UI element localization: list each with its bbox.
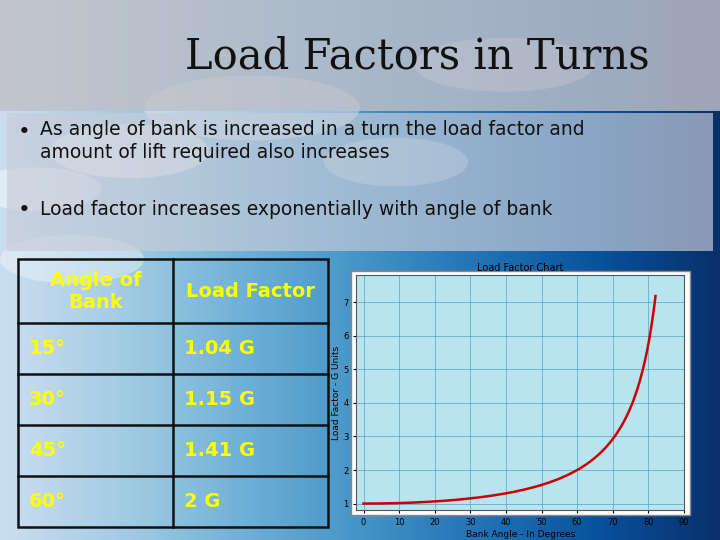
Ellipse shape bbox=[0, 167, 101, 211]
Text: 60°: 60° bbox=[29, 491, 66, 510]
Text: 1.15 G: 1.15 G bbox=[184, 390, 255, 409]
Title: Load Factor Chart: Load Factor Chart bbox=[477, 263, 563, 273]
Ellipse shape bbox=[414, 38, 594, 92]
Text: Angle of
Bank: Angle of Bank bbox=[50, 271, 141, 312]
Text: Load Factor: Load Factor bbox=[186, 281, 315, 301]
Ellipse shape bbox=[324, 138, 468, 186]
X-axis label: Bank Angle - In Degrees: Bank Angle - In Degrees bbox=[466, 530, 575, 539]
Text: 1.41 G: 1.41 G bbox=[184, 441, 255, 460]
Text: •: • bbox=[18, 199, 31, 220]
Text: 30°: 30° bbox=[29, 390, 66, 409]
FancyBboxPatch shape bbox=[351, 271, 690, 515]
Text: 45°: 45° bbox=[29, 441, 66, 460]
Text: 15°: 15° bbox=[29, 339, 66, 358]
Text: •: • bbox=[18, 122, 31, 143]
FancyBboxPatch shape bbox=[7, 113, 713, 251]
Text: 1.04 G: 1.04 G bbox=[184, 339, 254, 358]
Ellipse shape bbox=[144, 76, 360, 140]
Text: amount of lift required also increases: amount of lift required also increases bbox=[40, 143, 390, 162]
Text: Load factor increases exponentially with angle of bank: Load factor increases exponentially with… bbox=[40, 200, 552, 219]
Text: Load Factors in Turns: Load Factors in Turns bbox=[185, 36, 650, 78]
Text: 2 G: 2 G bbox=[184, 491, 220, 510]
Ellipse shape bbox=[50, 124, 209, 178]
Y-axis label: Load Factor - G Units: Load Factor - G Units bbox=[332, 346, 341, 440]
Ellipse shape bbox=[0, 235, 144, 284]
FancyBboxPatch shape bbox=[0, 0, 720, 111]
Text: As angle of bank is increased in a turn the load factor and: As angle of bank is increased in a turn … bbox=[40, 120, 584, 139]
